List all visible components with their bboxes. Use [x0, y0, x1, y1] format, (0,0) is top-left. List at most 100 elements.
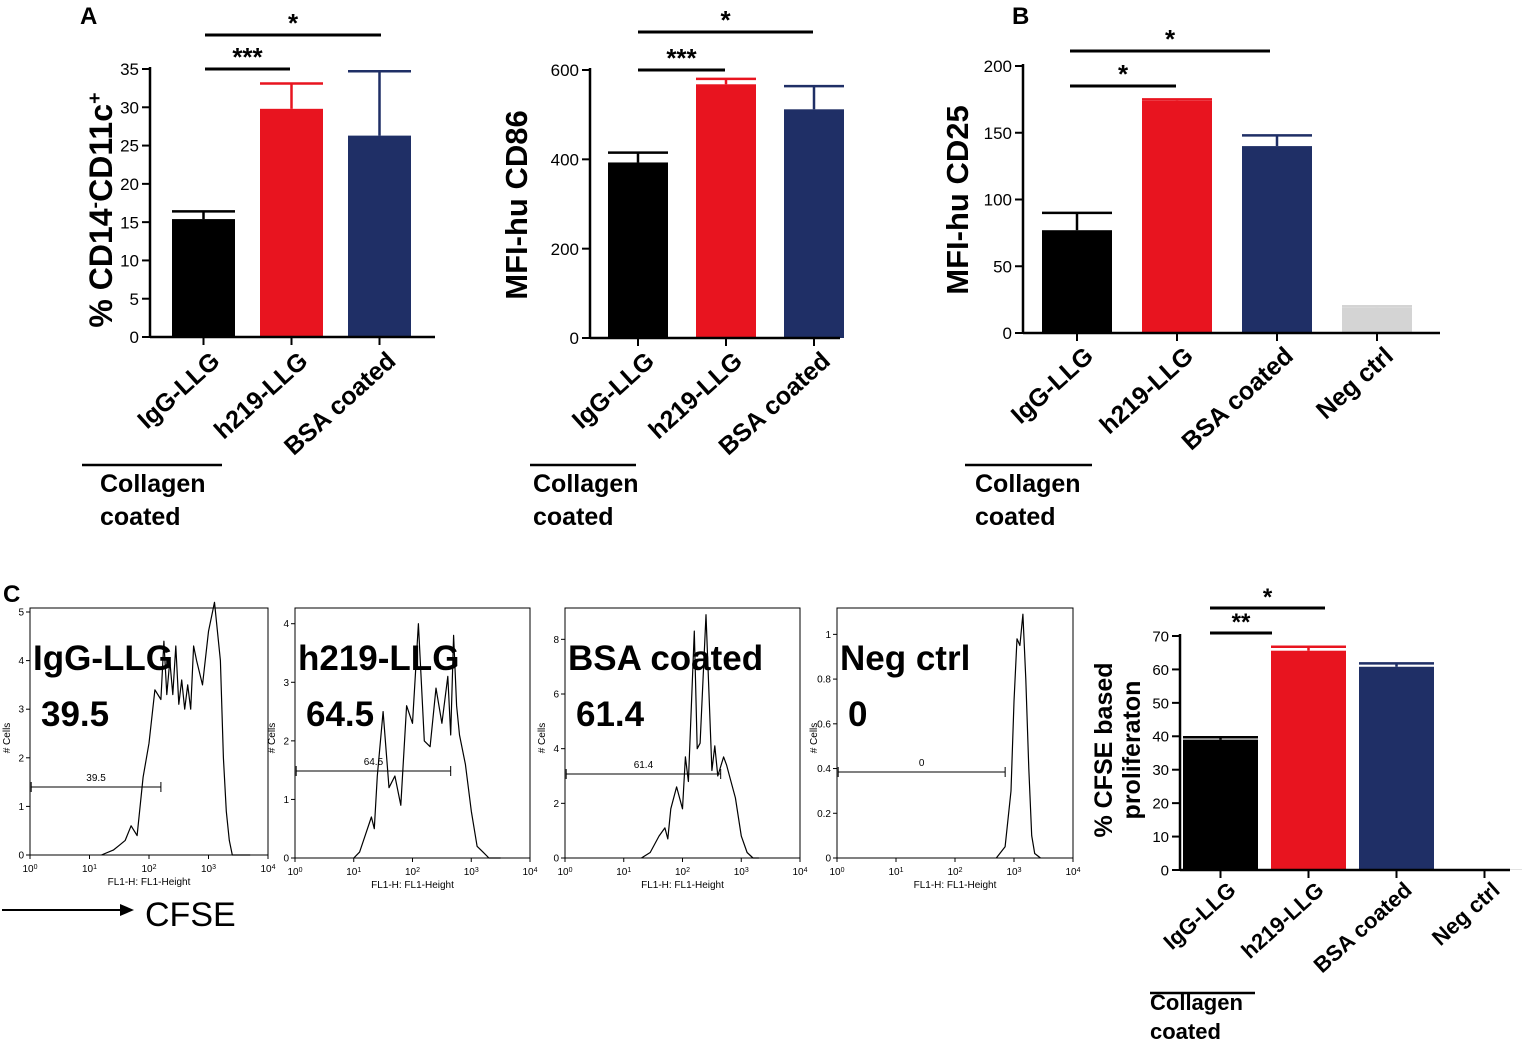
x-tick-label: 103: [464, 867, 479, 879]
y-tick-label: 0.2: [817, 809, 831, 820]
x-tick-base: 10: [1006, 867, 1018, 878]
gate-label: 64.5: [364, 757, 384, 768]
x-tick-label: 101: [346, 867, 361, 879]
bar-4: [1342, 307, 1412, 333]
y-label-mid: CD11c: [83, 104, 119, 202]
x-tick-exp: 3: [1018, 867, 1022, 874]
histogram-curve: [995, 613, 1041, 859]
x-tick-base: 10: [287, 867, 299, 878]
category-label: Neg ctrl: [1427, 877, 1505, 950]
y-tick-label: 0.8: [817, 675, 831, 686]
y-tick-label: 3: [283, 678, 289, 689]
y-tick-label: 200: [551, 240, 579, 259]
significance-stars: *: [288, 8, 299, 38]
x-tick-base: 10: [82, 864, 94, 875]
x-tick-label: 102: [141, 864, 156, 876]
x-tick-label: 101: [888, 867, 903, 879]
x-tick-label: 100: [287, 867, 302, 879]
y-tick-label: 600: [551, 61, 579, 80]
collagen-label-line2: coated: [100, 503, 181, 531]
y-tick-label: 0.4: [817, 764, 831, 775]
x-tick-label: 104: [260, 864, 275, 876]
y-label-line2: proliferaton: [1118, 681, 1146, 820]
significance-stars: *: [1263, 584, 1273, 611]
y-axis-label: MFI-hu CD86: [499, 110, 534, 299]
x-tick-base: 10: [829, 867, 841, 878]
x-tick-base: 10: [405, 867, 417, 878]
bar-3: [1242, 146, 1312, 333]
y-label-main: % CFSE based: [1090, 662, 1118, 837]
cfse-arrow: [2, 904, 134, 916]
x-tick-label: 101: [616, 867, 631, 879]
x-tick-exp: 4: [1077, 867, 1081, 874]
y-label-sup: -: [84, 202, 106, 209]
y-tick-label: 40: [1152, 729, 1169, 746]
x-tick-base: 10: [947, 867, 959, 878]
histogram-value: 64.5: [306, 695, 374, 734]
y-axis-label: % CFSE based: [1090, 662, 1118, 837]
category-label: Neg ctrl: [1311, 342, 1399, 425]
y-tick-label: 4: [283, 619, 289, 630]
y-tick-label: 50: [1152, 695, 1169, 712]
y-tick-label: 1: [283, 795, 289, 806]
x-axis-label: FL1-H: FL1-Height: [108, 877, 191, 888]
y-tick-label: 60: [1152, 662, 1169, 679]
x-tick-label: 104: [1065, 867, 1080, 879]
y-tick-label: 6: [553, 690, 559, 701]
y-axis-label: # Cells: [809, 723, 820, 754]
significance-stars: ***: [666, 43, 697, 73]
bar-1: [1183, 739, 1258, 870]
collagen-label-line2: coated: [975, 503, 1056, 531]
x-tick-exp: 4: [272, 864, 276, 871]
x-tick-label: 100: [557, 867, 572, 879]
collagen-label-line1: Collagen: [100, 470, 206, 498]
x-tick-base: 10: [557, 867, 569, 878]
x-tick-base: 10: [346, 867, 358, 878]
x-tick-exp: 2: [959, 867, 963, 874]
significance-stars: ***: [232, 42, 263, 72]
gate-label: 39.5: [86, 773, 106, 784]
bar-1: [608, 162, 668, 338]
y-tick-label: 0: [1003, 324, 1012, 343]
bar-2: [696, 84, 756, 338]
x-tick-base: 10: [675, 867, 687, 878]
y-tick-label: 35: [120, 60, 139, 79]
histogram-title: h219-LLG: [298, 639, 459, 678]
x-tick-exp: 0: [841, 867, 845, 874]
x-tick-label: 101: [82, 864, 97, 876]
x-tick-base: 10: [888, 867, 900, 878]
y-tick-label: 70: [1152, 628, 1169, 645]
y-tick-label: 2: [283, 736, 289, 747]
panel-label-b: B: [1012, 3, 1029, 30]
x-tick-exp: 3: [212, 864, 216, 871]
category-label: IgG-LLG: [1158, 877, 1240, 954]
y-tick-label: 50: [993, 257, 1012, 276]
y-tick-label: 200: [984, 57, 1012, 76]
y-axis-label: % CD14-CD11c+: [83, 92, 119, 327]
y-label-main: MFI-hu CD25: [940, 105, 975, 294]
histogram-curve: [641, 614, 759, 859]
y-axis-label: # Cells: [537, 723, 548, 754]
panel-label-a: A: [80, 3, 97, 30]
x-tick-label: 102: [405, 867, 420, 879]
x-tick-label: 100: [829, 867, 844, 879]
histogram-curve: [101, 601, 251, 856]
x-tick-exp: 0: [34, 864, 38, 871]
x-tick-exp: 0: [299, 867, 303, 874]
collagen-label-line1: Collagen: [975, 470, 1081, 498]
y-tick-label: 8: [553, 635, 559, 646]
y-tick-label: 0: [570, 329, 579, 348]
x-tick-base: 10: [616, 867, 628, 878]
significance-stars: *: [1165, 24, 1176, 54]
x-tick-label: 103: [1006, 867, 1021, 879]
y-tick-label: 0: [18, 851, 24, 862]
y-tick-label: 0: [283, 854, 289, 865]
histogram-title: Neg ctrl: [840, 639, 970, 678]
x-tick-exp: 3: [745, 867, 749, 874]
